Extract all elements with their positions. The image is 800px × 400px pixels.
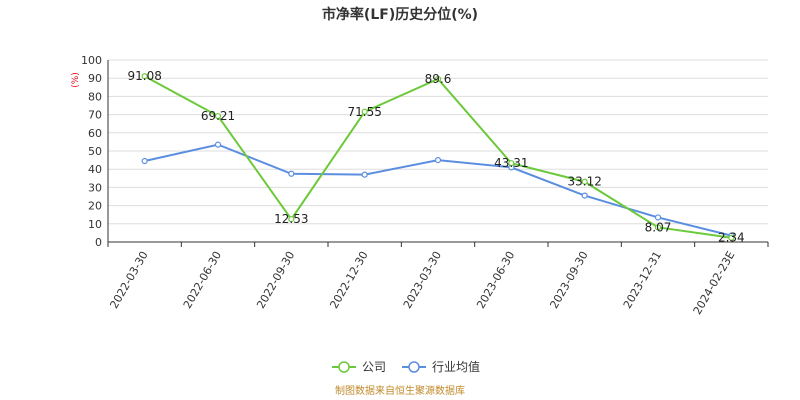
- data-label: 33.12: [567, 175, 601, 189]
- x-tick-label: 2023-09-30: [548, 249, 591, 311]
- y-tick-label: 50: [88, 145, 102, 158]
- y-tick-label: 80: [88, 90, 102, 103]
- x-tick-label: 2022-09-30: [254, 249, 297, 311]
- data-point[interactable]: [508, 160, 515, 167]
- data-point[interactable]: [214, 141, 222, 148]
- y-tick-label: 20: [88, 200, 102, 213]
- data-label: 8.07: [645, 220, 672, 234]
- legend-marker: [408, 361, 420, 373]
- data-label: 12.53: [274, 212, 308, 226]
- data-point[interactable]: [288, 216, 295, 223]
- y-tick-label: 30: [88, 181, 102, 194]
- y-tick-label: 70: [88, 109, 102, 122]
- data-point[interactable]: [214, 112, 222, 120]
- x-tick-label: 2024-02-23E: [691, 249, 738, 317]
- legend[interactable]: 公司 行业均值: [332, 359, 480, 374]
- data-point[interactable]: [141, 157, 148, 165]
- data-label: 69.21: [201, 109, 235, 123]
- y-tick-label: 60: [88, 127, 102, 140]
- x-tick-label: 2022-12-30: [328, 249, 371, 311]
- legend-item-1[interactable]: 行业均值: [402, 359, 480, 374]
- data-point[interactable]: [361, 171, 368, 178]
- data-point[interactable]: [654, 214, 662, 221]
- data-point[interactable]: [581, 192, 588, 199]
- y-tick-label: 100: [81, 54, 102, 67]
- chart-title: 市净率(LF)历史分位(%): [322, 6, 478, 23]
- legend-marker: [338, 361, 350, 373]
- axes: 0 10 20 30 40 50 60 70 80 90 100 2022-03-30 2022-06-…: [81, 54, 769, 317]
- x-tick-label: 2022-03-30: [108, 249, 151, 311]
- legend-label: 公司: [362, 360, 386, 374]
- data-point[interactable]: [434, 75, 442, 83]
- x-tick-label: 2022-06-30: [181, 249, 224, 311]
- data-label: 91.08: [127, 69, 161, 83]
- y-axis-unit-label: (%): [71, 72, 81, 88]
- data-point[interactable]: [581, 178, 588, 185]
- x-tick-label: 2023-12-31: [621, 249, 664, 311]
- data-point[interactable]: [728, 234, 735, 241]
- data-point[interactable]: [434, 157, 442, 164]
- data-point[interactable]: [141, 73, 148, 80]
- data-label: 89.6: [425, 72, 452, 86]
- source-note: 制图数据来自恒生聚源数据库: [335, 384, 465, 397]
- legend-label: 行业均值: [432, 359, 480, 374]
- data-label: 2.34: [718, 231, 745, 245]
- data-point[interactable]: [361, 108, 368, 115]
- data-labels: 91.08 69.21 12.53 71.55 89.6 43.31 33.12 8.07 2.…: [127, 69, 744, 245]
- y-tick-label: 0: [95, 236, 102, 249]
- y-tick-label: 10: [88, 218, 102, 231]
- y-tick-label: 90: [88, 72, 102, 85]
- series-lines: [141, 73, 735, 241]
- data-point[interactable]: [288, 170, 295, 177]
- x-tick-label: 2023-03-30: [401, 249, 444, 311]
- legend-item-0[interactable]: 公司: [332, 360, 386, 374]
- x-tick-label: 2023-06-30: [474, 249, 517, 311]
- data-label: 71.55: [347, 105, 381, 119]
- data-point[interactable]: [654, 224, 662, 231]
- y-tick-label: 40: [88, 163, 102, 176]
- data-label: 43.31: [494, 156, 528, 170]
